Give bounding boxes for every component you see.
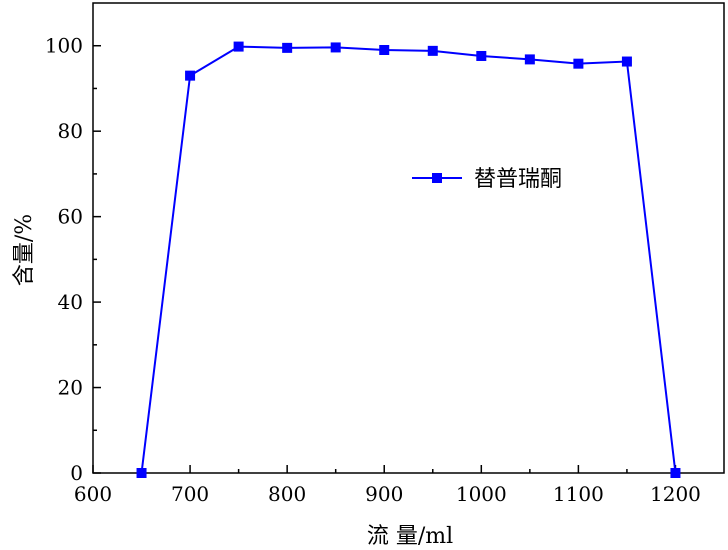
x-tick-label: 700 [171,482,209,506]
data-point [379,45,390,55]
axes [92,2,725,474]
y-tick-label: 80 [58,119,83,143]
plot-frame [92,2,725,474]
x-tick-label: 1200 [650,482,701,506]
x-tick-label: 1100 [553,482,604,506]
y-tick-label: 100 [45,34,83,58]
y-tick-label: 60 [58,205,83,229]
y-tick-label: 20 [58,376,83,400]
data-point [524,54,535,65]
legend-label: 替普瑞酮 [474,167,562,192]
x-tick-label: 800 [268,482,306,506]
data-point [621,56,632,67]
data-point [573,58,584,69]
data-point [330,42,341,53]
data-point [136,468,147,478]
x-axis-label: 流 量/ml [367,524,453,549]
y-tick-label: 0 [70,461,83,485]
data-point [476,50,487,61]
series-layer [136,41,681,478]
series-line [140,45,677,474]
data-point [670,468,681,478]
data-point [185,70,196,81]
ticks: 600 700 800 900 1000 1100 1200 0 20 40 60 80 100 [45,34,701,506]
legend-marker [432,173,442,183]
x-tick-label: 600 [74,482,112,506]
y-axis-label: 含量/% [12,214,37,286]
legend: 替普瑞酮 [412,167,562,192]
x-tick-label: 900 [365,482,403,506]
data-point [282,42,293,53]
data-point [427,45,438,56]
x-tick-label: 1000 [456,482,507,506]
data-point [233,41,244,52]
y-tick-label: 40 [58,290,83,314]
